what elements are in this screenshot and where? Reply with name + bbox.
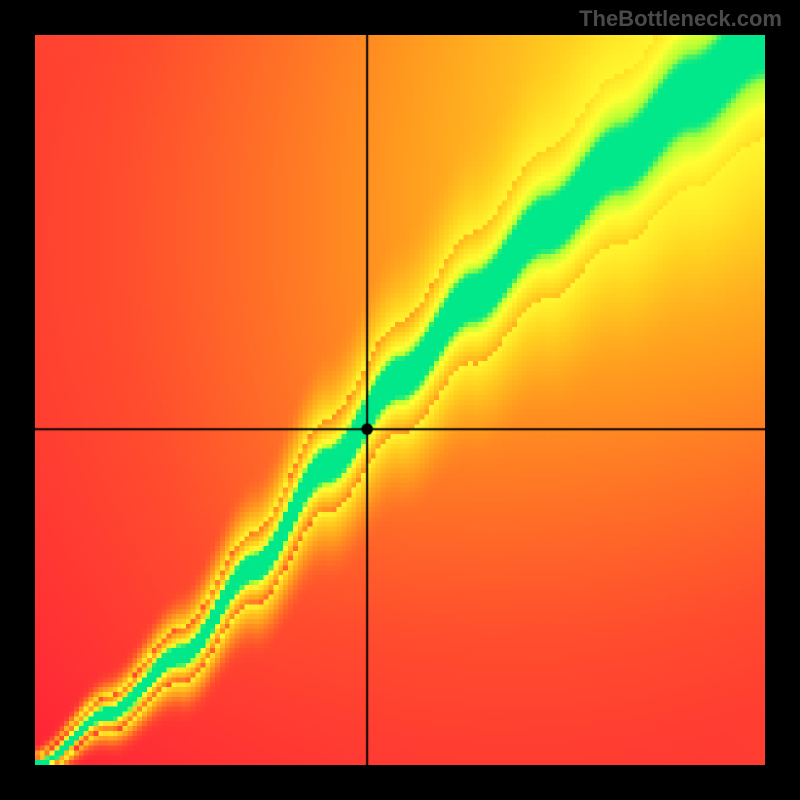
chart-container: TheBottleneck.com [0,0,800,800]
watermark-text: TheBottleneck.com [579,6,782,32]
bottleneck-heatmap [35,35,765,765]
